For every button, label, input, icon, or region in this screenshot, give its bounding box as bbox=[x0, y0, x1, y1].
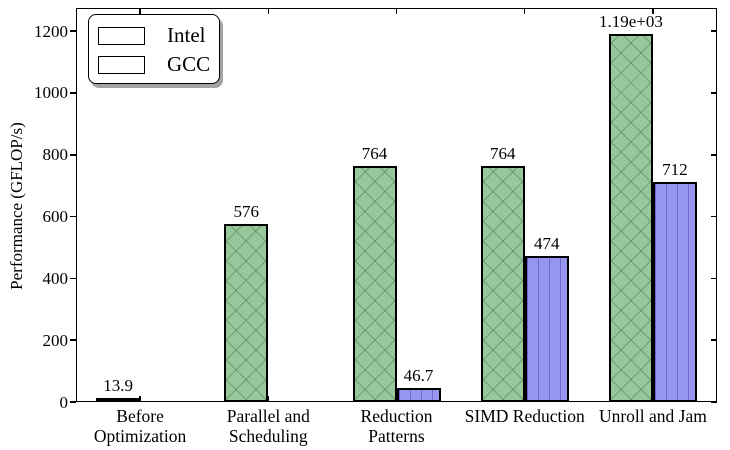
legend-label-intel: Intel bbox=[167, 23, 206, 47]
legend-entry-intel: Intel bbox=[98, 22, 219, 49]
x-category-label-line: Reduction bbox=[360, 406, 433, 426]
y-tick-mark-left bbox=[70, 277, 76, 280]
x-tick-mark-top bbox=[139, 8, 141, 14]
bar-value-label: 13.9 bbox=[103, 375, 133, 395]
x-category-label-line: Patterns bbox=[368, 426, 425, 446]
x-category-label-line: Parallel and bbox=[226, 406, 310, 426]
y-tick-label: 200 bbox=[42, 330, 69, 350]
y-tick-mark-left bbox=[70, 154, 76, 156]
y-tick-mark-left bbox=[70, 401, 76, 403]
x-tick-mark-bottom bbox=[139, 396, 141, 402]
x-tick-mark-top bbox=[267, 8, 270, 14]
gcc-bar bbox=[652, 181, 697, 402]
y-tick-mark-right bbox=[711, 215, 717, 218]
x-tick-mark-bottom bbox=[267, 396, 270, 402]
y-tick-label: 400 bbox=[42, 268, 69, 288]
bar-value-label: 474 bbox=[533, 233, 560, 253]
legend: Intel GCC bbox=[88, 14, 220, 84]
y-tick-mark-right bbox=[711, 92, 717, 94]
x-category-label: Parallel and Scheduling bbox=[227, 406, 310, 446]
y-tick-label: 0 bbox=[59, 392, 69, 412]
y-tick-mark-right bbox=[711, 401, 717, 403]
y-tick-mark-right bbox=[711, 30, 717, 32]
legend-label-gcc: GCC bbox=[167, 52, 211, 76]
bar-value-label: 46.7 bbox=[403, 365, 434, 385]
y-tick-mark-left bbox=[70, 92, 76, 94]
y-tick-label: 600 bbox=[42, 207, 69, 227]
x-category-label: Reduction Patterns bbox=[361, 406, 433, 446]
legend-entry-gcc: GCC bbox=[98, 51, 219, 78]
bar-value-label: 1.19e+03 bbox=[598, 12, 663, 32]
intel-bar bbox=[96, 397, 141, 402]
x-category-label: Unroll and Jam bbox=[599, 406, 707, 426]
x-tick-mark-top bbox=[523, 8, 526, 14]
gcc-swatch-icon bbox=[98, 55, 145, 74]
x-category-label-line: Scheduling bbox=[228, 426, 308, 446]
y-tick-label: 1200 bbox=[34, 21, 68, 41]
x-category-label: SIMD Reduction bbox=[465, 406, 585, 426]
x-category-label-line: Before bbox=[116, 406, 164, 426]
x-category-label-line: Optimization bbox=[93, 426, 187, 446]
bar-value-label: 712 bbox=[662, 159, 688, 179]
intel-bar bbox=[480, 165, 525, 402]
y-tick-mark-left bbox=[70, 215, 76, 218]
intel-bar bbox=[608, 34, 653, 402]
x-category-label-line: SIMD Reduction bbox=[464, 406, 585, 426]
bar-value-label: 764 bbox=[361, 143, 388, 163]
bar-value-label: 576 bbox=[233, 202, 260, 221]
intel-bar bbox=[352, 165, 397, 402]
gcc-bar bbox=[524, 255, 569, 402]
x-tick-mark-top bbox=[652, 8, 654, 14]
y-tick-mark-right bbox=[711, 339, 717, 341]
y-tick-mark-left bbox=[70, 339, 76, 341]
bar-value-label: 764 bbox=[489, 143, 516, 163]
y-tick-label: 800 bbox=[42, 145, 69, 165]
y-tick-mark-right bbox=[711, 277, 717, 280]
gcc-bar bbox=[396, 387, 441, 402]
x-tick-mark-top bbox=[395, 8, 398, 14]
x-category-label: Before Optimization bbox=[94, 406, 186, 446]
y-tick-label: 1000 bbox=[34, 83, 68, 103]
y-tick-mark-left bbox=[70, 30, 76, 32]
intel-bar bbox=[224, 224, 269, 402]
x-category-label-line: Unroll and Jam bbox=[598, 406, 707, 426]
y-tick-mark-right bbox=[711, 154, 717, 156]
intel-swatch-icon bbox=[98, 26, 145, 45]
